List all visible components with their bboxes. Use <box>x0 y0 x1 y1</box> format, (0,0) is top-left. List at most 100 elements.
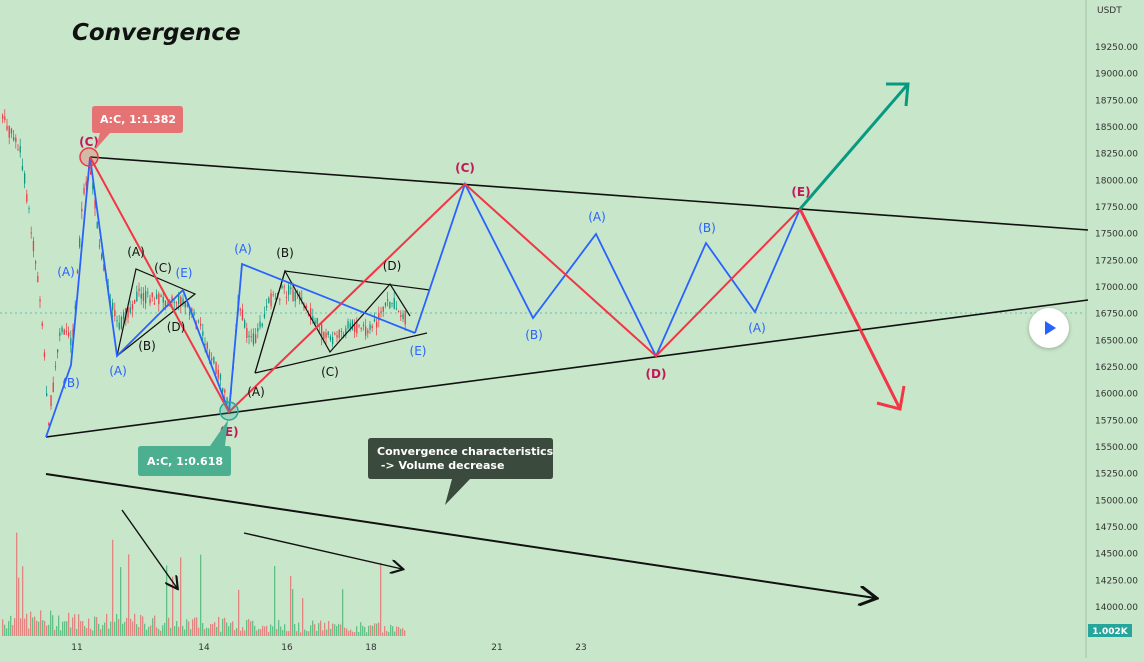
breakout-up-arrow-head <box>886 82 910 107</box>
candle-body <box>6 125 8 130</box>
candle-body <box>288 285 290 295</box>
candle-body <box>10 128 13 134</box>
wave-label-blue: (E) <box>410 344 427 358</box>
volume-bar <box>224 617 226 636</box>
candle-body <box>162 296 164 303</box>
volume-bar <box>154 615 156 636</box>
candle-body <box>301 297 303 299</box>
volume-bar <box>380 562 382 636</box>
price-tick-label: 16500.00 <box>1095 336 1138 346</box>
volume-bar <box>114 621 116 636</box>
candle-body <box>175 302 178 304</box>
volume-bar <box>328 621 330 636</box>
time-tick-label: 16 <box>281 643 293 653</box>
price-tick-label: 15750.00 <box>1095 416 1138 426</box>
candle-body <box>305 305 307 309</box>
candle-body <box>19 146 21 153</box>
candle-body <box>2 115 4 119</box>
volume-bar <box>266 625 268 636</box>
volume-bar <box>62 621 64 636</box>
volume-bar <box>242 627 244 636</box>
volume-bar <box>240 630 242 636</box>
candle-body <box>70 338 72 346</box>
volume-bar <box>40 610 42 636</box>
candle-body <box>191 308 193 312</box>
volume-bar <box>196 617 198 636</box>
candle-body <box>404 310 406 325</box>
blue-wave-4 <box>414 181 801 359</box>
volume-bar <box>378 622 380 636</box>
volume-bar <box>336 626 338 636</box>
candle-body <box>369 324 371 330</box>
candle-body <box>222 387 224 392</box>
candle-body <box>206 342 208 349</box>
volume-bar <box>290 575 292 636</box>
volume-bar <box>210 623 212 636</box>
candle-body <box>285 296 288 298</box>
candle-body <box>76 270 79 274</box>
volume-decline-arrow-2 <box>243 532 402 569</box>
volume-bar <box>174 626 176 636</box>
volume-bar <box>350 629 352 636</box>
volume-bar <box>308 631 310 636</box>
candle-body <box>164 300 167 307</box>
volume-bar <box>102 625 104 636</box>
candle-body <box>213 357 215 364</box>
volume-bar <box>248 619 250 636</box>
volume-bar <box>296 631 298 636</box>
candle-body <box>296 291 299 293</box>
wave-label-blue: (E) <box>176 266 193 280</box>
candle-body <box>101 254 103 259</box>
volume-bar <box>18 577 20 636</box>
volume-bar <box>176 621 178 636</box>
volume-bar <box>38 621 40 636</box>
candle-body <box>37 276 39 282</box>
candle-body <box>85 181 87 187</box>
volume-bar <box>390 624 392 636</box>
volume-bar <box>404 630 406 636</box>
volume-bar <box>310 625 312 636</box>
candle-body <box>323 331 325 340</box>
volume-bar <box>184 629 186 636</box>
volume-bar <box>4 624 6 636</box>
candle-body <box>63 329 65 335</box>
volume-bar <box>374 623 376 636</box>
candle-body <box>378 312 380 321</box>
volume-bar <box>92 630 94 636</box>
candle-body <box>129 307 131 313</box>
ratio-label-green: A:C, 1:0.618 <box>138 420 231 476</box>
candle-body <box>156 294 158 299</box>
volume-bar <box>20 618 22 636</box>
candle-body <box>46 393 48 397</box>
candle-body <box>92 182 94 190</box>
volume-bar <box>304 629 306 636</box>
candle-body <box>283 286 285 288</box>
volume-bar <box>106 613 108 636</box>
candle-body <box>184 302 186 308</box>
volume-bar <box>230 622 232 636</box>
candle-body <box>136 291 138 302</box>
candle-body <box>281 286 283 288</box>
volume-bar <box>50 610 52 636</box>
volume-bar <box>216 627 218 636</box>
volume-bar <box>112 539 114 636</box>
time-tick-label: 21 <box>491 643 502 653</box>
candle-body <box>138 288 140 291</box>
candle-body <box>24 173 26 184</box>
volume-bar <box>394 631 396 636</box>
candle-body <box>197 320 200 322</box>
candle-body <box>334 333 336 335</box>
volume-bar <box>90 628 92 636</box>
wave-label-black: (B) <box>276 246 294 260</box>
play-button[interactable] <box>1029 308 1069 348</box>
candle-body <box>15 137 17 143</box>
volume-bar <box>72 617 74 636</box>
volume-bar <box>34 616 36 636</box>
candle-body <box>215 362 217 374</box>
candle-body <box>252 333 255 345</box>
volume-bar <box>260 629 262 636</box>
volume-decline-arrow-1 <box>121 509 177 588</box>
volume-bar <box>80 620 82 636</box>
price-tick-label: 14250.00 <box>1095 576 1138 586</box>
